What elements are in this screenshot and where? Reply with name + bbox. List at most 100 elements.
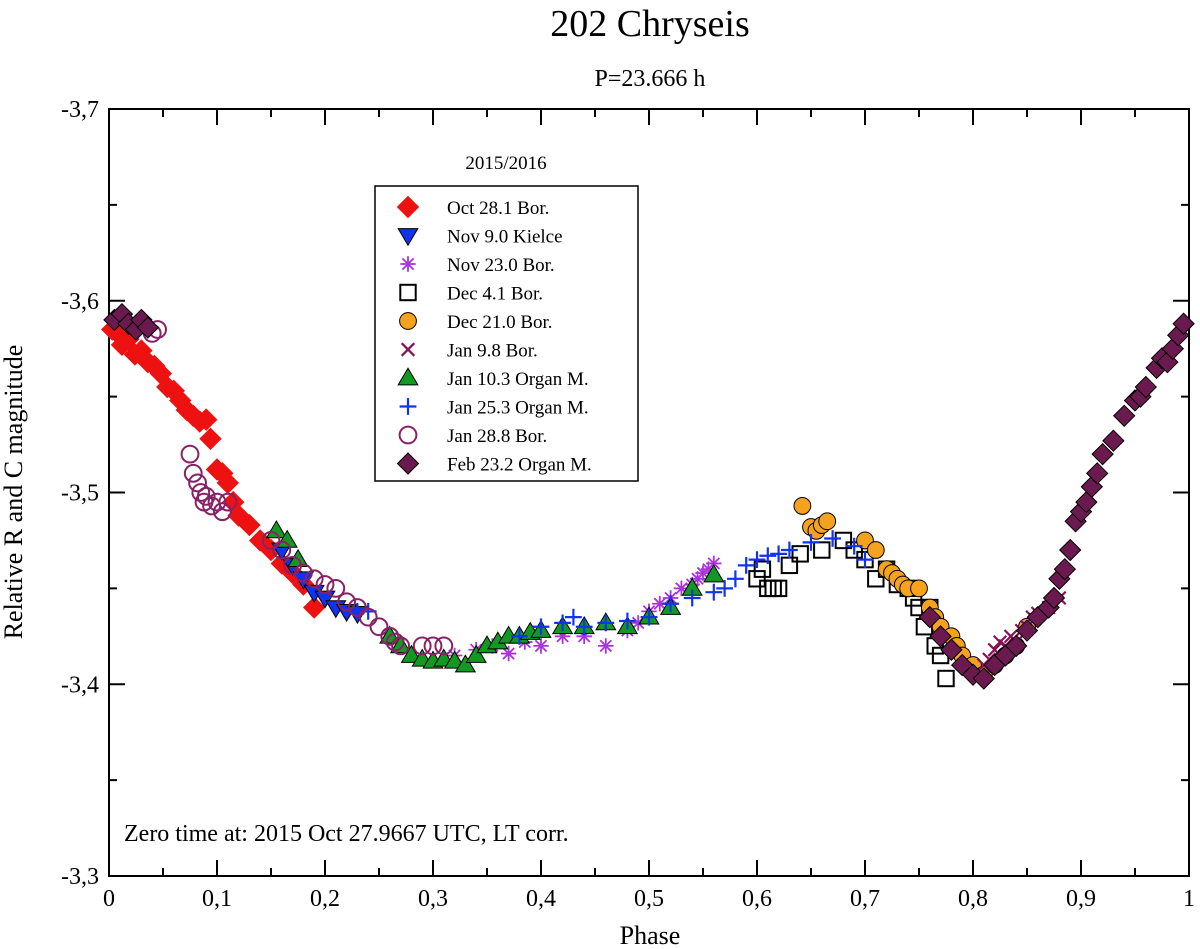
data-point	[389, 635, 412, 654]
data-point	[191, 483, 211, 502]
x-tick-label: 0,1	[202, 886, 232, 912]
data-point	[207, 492, 227, 512]
data-point	[597, 614, 615, 632]
data-point	[793, 497, 812, 515]
data-point	[183, 463, 203, 483]
data-point	[1004, 634, 1028, 658]
x-tick-label: 0,9	[1066, 886, 1096, 912]
chart-subtitle: P=23.666 h	[595, 66, 706, 92]
data-point	[188, 473, 207, 493]
data-point	[304, 569, 324, 589]
legend-label: Feb 23.2 Organ M.	[447, 455, 592, 476]
data-point	[818, 512, 837, 531]
data-point	[703, 564, 725, 583]
legend-label: Dec 4.1 Bor.	[447, 284, 543, 305]
y-axis-title: Relative R and C magnitude	[0, 345, 28, 640]
data-point	[369, 617, 389, 637]
x-tick-label: 0,3	[418, 886, 448, 912]
data-point	[619, 612, 636, 630]
data-point	[791, 545, 809, 563]
legend-marker	[399, 398, 417, 415]
data-point	[261, 531, 281, 550]
data-point	[454, 654, 477, 673]
data-point	[276, 529, 298, 548]
data-point	[813, 541, 831, 559]
data-point	[866, 541, 885, 559]
legend-title: 2015/2016	[465, 153, 546, 174]
data-point	[918, 605, 942, 629]
legend-label: Jan 10.3 Organ M.	[447, 369, 589, 390]
data-point	[706, 555, 722, 572]
data-point	[769, 579, 788, 598]
legend-marker	[400, 256, 416, 272]
data-point	[972, 667, 996, 690]
data-point	[358, 607, 378, 627]
data-point	[196, 486, 216, 506]
data-point	[423, 636, 443, 656]
data-point	[294, 563, 313, 583]
data-point	[695, 565, 711, 581]
plot-area: 0 0,1 0,2 0,3 0,4 0,5 0,6 0,7 0,8 0,9 1 -3,7 -3,6 -3,…	[61, 97, 1195, 912]
legend-label: Nov 23.0 Bor.	[447, 255, 555, 276]
y-tick-label: -3,4	[61, 672, 99, 698]
legend-label: Oct 28.1 Bor.	[447, 198, 549, 219]
data-point	[238, 513, 261, 537]
data-point	[565, 608, 582, 626]
x-axis-title: Phase	[620, 921, 681, 949]
data-point	[180, 444, 200, 464]
data-point	[265, 520, 288, 539]
data-point	[1053, 557, 1077, 581]
x-tick-label: 0,5	[634, 886, 664, 912]
chart-title: 202 Chryseis	[550, 3, 750, 45]
data-point	[705, 583, 723, 601]
data-point	[737, 556, 755, 574]
legend-marker	[399, 312, 417, 330]
data-point	[748, 551, 766, 569]
series-8	[349, 530, 874, 645]
data-point	[554, 614, 571, 632]
data-point	[673, 580, 690, 597]
legend-label: Jan 25.3 Organ M.	[447, 398, 589, 419]
legend-label: Jan 28.8 Bor.	[447, 426, 547, 447]
data-point	[764, 579, 782, 598]
data-point	[213, 502, 232, 522]
y-tick-label: -3,5	[61, 481, 99, 507]
data-point	[683, 589, 701, 607]
data-point	[315, 575, 335, 594]
data-point	[1042, 586, 1066, 610]
data-point	[465, 644, 487, 663]
data-point	[770, 545, 787, 563]
data-point	[400, 644, 423, 663]
data-point	[1085, 462, 1109, 485]
data-point	[940, 638, 963, 661]
data-point	[443, 650, 466, 669]
data-point	[337, 592, 357, 612]
series-10	[103, 302, 1195, 690]
x-tick-label: 0,8	[958, 886, 988, 912]
data-point	[199, 427, 222, 451]
legend-box	[374, 185, 639, 482]
data-point	[302, 596, 326, 619]
data-point	[937, 669, 955, 688]
y-tick-label: -3,6	[61, 289, 99, 315]
data-point	[576, 628, 592, 645]
data-point	[802, 533, 820, 551]
series-9	[142, 320, 454, 656]
data-point	[391, 636, 411, 656]
data-point	[856, 551, 874, 569]
data-point	[1091, 442, 1114, 466]
data-point	[716, 579, 733, 597]
data-point	[759, 579, 777, 598]
data-point	[554, 628, 571, 645]
legend-marker	[397, 228, 419, 247]
data-point	[412, 636, 432, 656]
data-point	[1058, 538, 1082, 562]
data-point	[533, 638, 549, 654]
data-point	[834, 531, 853, 550]
data-point	[824, 530, 841, 547]
legend-marker	[398, 425, 418, 445]
y-tick-label: -3,7	[61, 97, 99, 123]
data-point	[1134, 375, 1158, 399]
